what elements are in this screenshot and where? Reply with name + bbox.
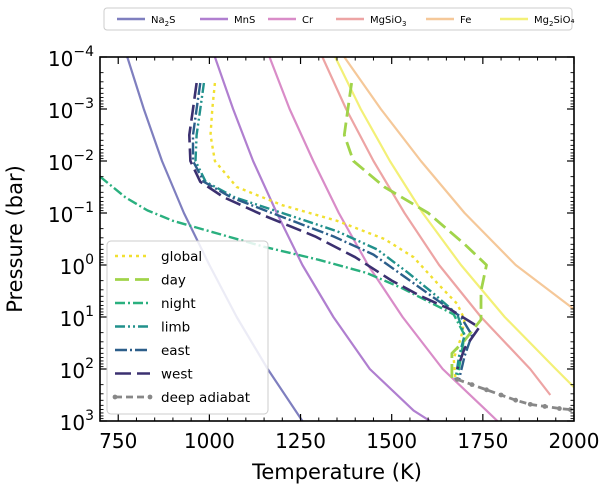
legend-item: west (115, 367, 193, 383)
condensation-legend-item: Na2S (117, 15, 175, 28)
legend-label: deep adiabat (161, 390, 250, 406)
legend-label: global (161, 249, 202, 265)
x-tick-label: 1250 (275, 429, 326, 453)
condensation-curve-mns (213, 57, 431, 421)
legend-item: deep adiabat (112, 390, 250, 406)
legend-item: east (115, 343, 190, 359)
y-tick-label: 102 (60, 356, 94, 383)
legend-marker (147, 394, 153, 400)
y-tick-label: 103 (60, 408, 94, 435)
adiabat-marker (542, 404, 548, 409)
condensation-legend-label: MgSiO3 (370, 15, 406, 28)
y-tick-label: 100 (60, 252, 94, 279)
condensation-legend-item: Mg2SiO₄ (500, 15, 574, 28)
profile-line-limb (194, 82, 466, 380)
legend-item: limb (115, 320, 190, 336)
profile-line-west (188, 82, 481, 370)
y-tick-label: 10−2 (48, 148, 94, 175)
legend-box (106, 240, 269, 415)
condensation-legend-label: Fe (460, 15, 471, 26)
condensation-legend-item: Cr (268, 15, 314, 26)
condensation-legend-label: Mg2SiO₄ (534, 15, 574, 28)
condensation-legend-label: Na2S (151, 15, 175, 28)
adiabat-marker (469, 382, 475, 387)
adiabat-marker (557, 406, 562, 411)
condensation-curve-fe (343, 57, 574, 311)
legend-item: global (115, 249, 202, 265)
condensation-legend-item: Fe (426, 15, 471, 26)
legend-label: limb (161, 320, 190, 336)
adiabat-marker (527, 401, 533, 407)
condensation-legend-item: MgSiO3 (336, 15, 406, 28)
profile-legend: global day night limb east west deep adiabat (106, 240, 269, 415)
legend-label: night (161, 296, 196, 312)
adiabat-marker (513, 397, 519, 403)
x-axis-label: Temperature (K) (251, 460, 422, 484)
condensation-legend: Na2S MnS Cr MgSiO3 Fe Mg2SiO₄ (103, 7, 574, 31)
legend-marker (112, 394, 118, 400)
y-tick-label: 101 (60, 304, 94, 331)
legend-label: day (161, 273, 186, 289)
x-tick-label: 1750 (457, 429, 508, 453)
legend-item: night (115, 296, 196, 312)
condensation-legend-label: MnS (234, 15, 255, 26)
y-axis-label: Pressure (bar) (3, 165, 27, 313)
adiabat-marker (454, 377, 460, 382)
x-tick-label: 1000 (184, 429, 235, 453)
profile-line-east (191, 82, 474, 380)
legend-item: day (115, 273, 186, 289)
condensation-curve-mgsio3 (321, 57, 552, 396)
adiabat-marker (567, 407, 573, 412)
y-tick-label: 10−4 (48, 44, 94, 71)
y-tick-label: 10−1 (48, 200, 94, 227)
y-tick-label: 10−3 (48, 96, 94, 123)
adiabat-marker (498, 392, 504, 398)
axis-ticks: 750 1000 1250 1500 1750 2000 10−4 10−3 10−2 10−1 1… (48, 44, 600, 453)
condensation-curve-mg2sio4 (334, 57, 574, 388)
profile-line-deep-adiabat (456, 378, 571, 411)
profile-line-day (342, 82, 488, 382)
x-tick-label: 750 (99, 429, 137, 453)
condensation-legend-label: Cr (302, 15, 314, 26)
x-tick-label: 2000 (549, 429, 600, 453)
adiabat-marker (484, 387, 489, 393)
condensation-legend-item: MnS (200, 15, 255, 26)
x-tick-label: 1500 (366, 429, 417, 453)
legend-label: west (161, 367, 193, 383)
legend-label: east (161, 343, 190, 359)
profile-line-night (100, 175, 466, 380)
